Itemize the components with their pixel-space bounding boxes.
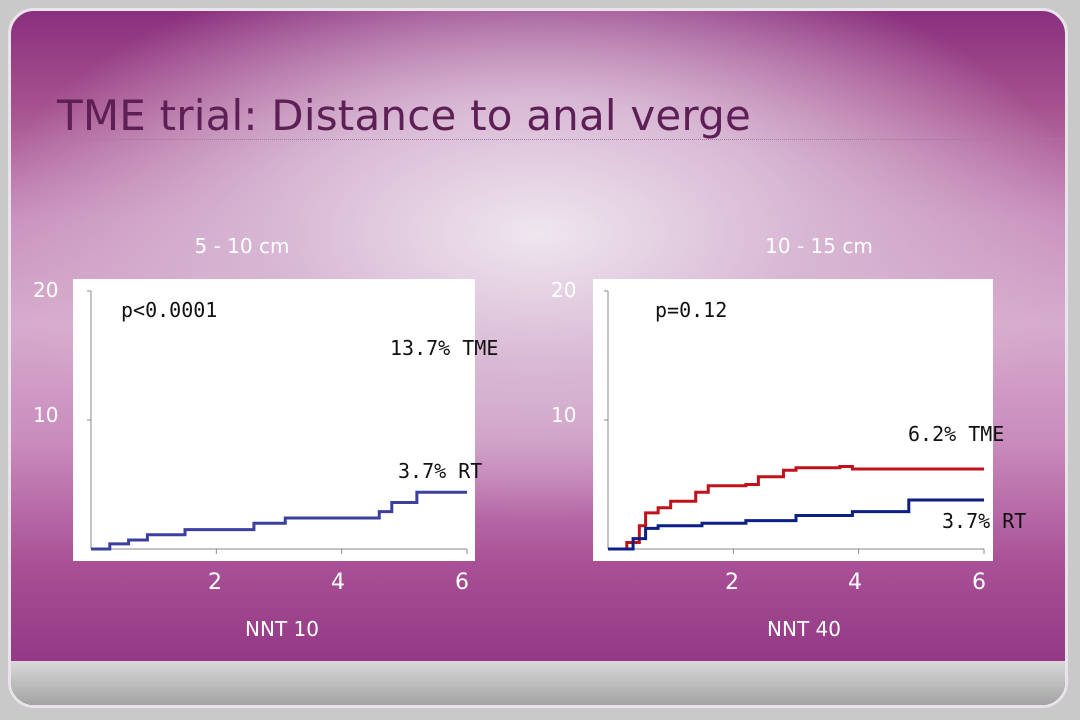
right-label-tme: 6.2% TME (908, 422, 1004, 446)
left-y-tick-10: 10 (33, 403, 58, 427)
right-x-tick-2: 2 (725, 570, 739, 595)
right-panel-title: 10 - 15 cm (765, 234, 873, 258)
left-nnt: NNT 10 (245, 617, 319, 641)
right-y-tick-10: 10 (551, 403, 576, 427)
left-x-tick-4: 4 (331, 570, 345, 595)
right-series-rt-line (608, 498, 984, 551)
left-y-tick-20: 20 (33, 278, 58, 302)
right-x-tick-6: 6 (972, 570, 986, 595)
right-y-tick-20: 20 (551, 278, 576, 302)
right-p-value: p=0.12 (655, 298, 727, 322)
left-label-rt: 3.7% RT (398, 459, 482, 483)
left-series-rt-line (91, 490, 467, 551)
right-x-tick-4: 4 (848, 570, 862, 595)
left-x-tick-2: 2 (208, 570, 222, 595)
left-plot-area (73, 279, 475, 561)
left-x-tick-6: 6 (455, 570, 469, 595)
left-label-tme: 13.7% TME (390, 336, 498, 360)
right-series (608, 464, 984, 551)
footer-band (11, 661, 1065, 705)
right-label-rt: 3.7% RT (942, 509, 1026, 533)
left-p-value: p<0.0001 (121, 298, 217, 322)
right-plot-area (593, 279, 993, 561)
left-axes (87, 290, 468, 554)
left-series (91, 490, 467, 551)
left-panel-title: 5 - 10 cm (195, 234, 290, 258)
slide-title: TME trial: Distance to anal verge (57, 91, 752, 140)
right-series-tme-line (608, 464, 984, 551)
slide: TME trial: Distance to anal verge 5 - 10… (8, 8, 1068, 708)
km-charts: 5 - 10 cm 20 10 2 4 6 p<0.0001 13.7% TME… (33, 234, 1026, 641)
title-divider (57, 139, 1065, 140)
right-axes (604, 290, 985, 554)
right-nnt: NNT 40 (767, 617, 841, 641)
